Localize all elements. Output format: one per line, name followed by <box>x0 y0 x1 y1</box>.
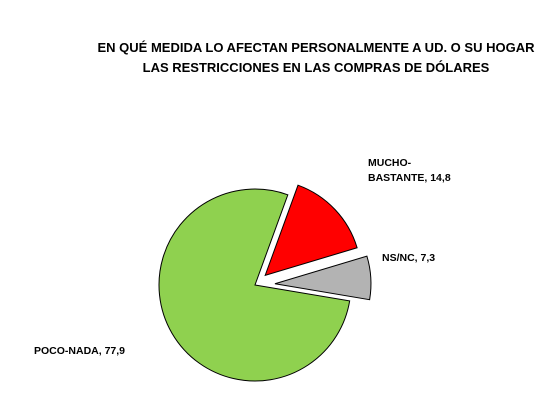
slice-label: MUCHO-BASTANTE, 14,8 <box>368 157 451 184</box>
pie-slice <box>274 255 372 301</box>
slice-label: NS/NC, 7,3 <box>382 252 436 264</box>
slice-label: POCO-NADA, 77,9 <box>34 345 126 357</box>
chart-title: EN QUÉ MEDIDA LO AFECTAN PERSONALMENTE A… <box>97 40 535 75</box>
pie-slice <box>158 188 351 382</box>
pie-slice <box>264 184 358 277</box>
